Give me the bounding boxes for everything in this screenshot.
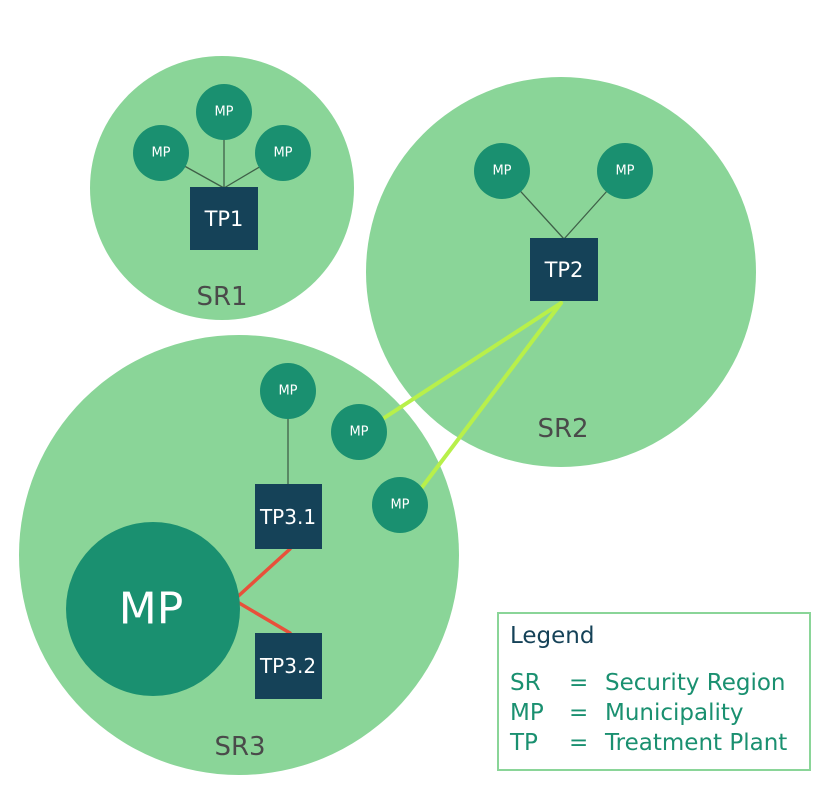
municipality-label: MP: [214, 105, 233, 120]
link-cross-region-2: [418, 301, 563, 492]
municipality-sr1-top: MP: [196, 84, 252, 140]
region-label-sr3: SR3: [214, 732, 265, 762]
municipality-label: MP: [390, 498, 409, 513]
municipality-sr2-left: MP: [474, 143, 530, 199]
treatment-plant-label: TP3.1: [259, 505, 316, 529]
link-conflict-1: [232, 547, 292, 602]
link-cross-region-1: [382, 301, 563, 420]
legend-equals: =: [569, 670, 588, 696]
municipality-label: MP: [278, 384, 297, 399]
municipality-cross-2: MP: [372, 477, 428, 533]
municipality-label: MP: [349, 425, 368, 440]
legend-box: [497, 612, 811, 771]
legend-equals: =: [569, 730, 588, 756]
treatment-plant-tp1: TP1: [190, 187, 258, 250]
municipality-label: MP: [119, 584, 184, 635]
municipality-cross-1: MP: [331, 404, 387, 460]
legend-equals: =: [569, 700, 588, 726]
treatment-plant-label: TP1: [204, 207, 244, 231]
municipality-sr1-right: MP: [255, 125, 311, 181]
municipality-sr3-top: MP: [260, 363, 316, 419]
municipality-sr2-right: MP: [597, 143, 653, 199]
treatment-plant-tp2: TP2: [530, 238, 598, 301]
region-label-sr1: SR1: [196, 282, 247, 312]
treatment-plant-label: TP3.2: [259, 654, 316, 678]
legend-abbr: TP: [509, 730, 538, 756]
treatment-plant-tp3-1: TP3.1: [255, 484, 322, 549]
legend: Legend SR = Security Region MP = Municip…: [497, 612, 811, 771]
region-label-sr2: SR2: [537, 414, 588, 444]
legend-meaning: Treatment Plant: [604, 730, 787, 756]
link-conflict-2: [232, 598, 292, 635]
municipality-label: MP: [151, 146, 170, 161]
legend-meaning: Municipality: [605, 700, 744, 726]
municipality-sr1-left: MP: [133, 125, 189, 181]
legend-title: Legend: [510, 623, 595, 649]
municipality-label: MP: [273, 146, 292, 161]
municipality-label: MP: [492, 164, 511, 179]
treatment-plant-label: TP2: [544, 258, 584, 282]
legend-abbr: MP: [510, 700, 544, 726]
municipality-label: MP: [615, 164, 634, 179]
municipality-large: MP: [66, 522, 240, 696]
treatment-plant-tp3-2: TP3.2: [255, 633, 322, 699]
legend-meaning: Security Region: [605, 670, 786, 696]
legend-abbr: SR: [510, 670, 541, 696]
